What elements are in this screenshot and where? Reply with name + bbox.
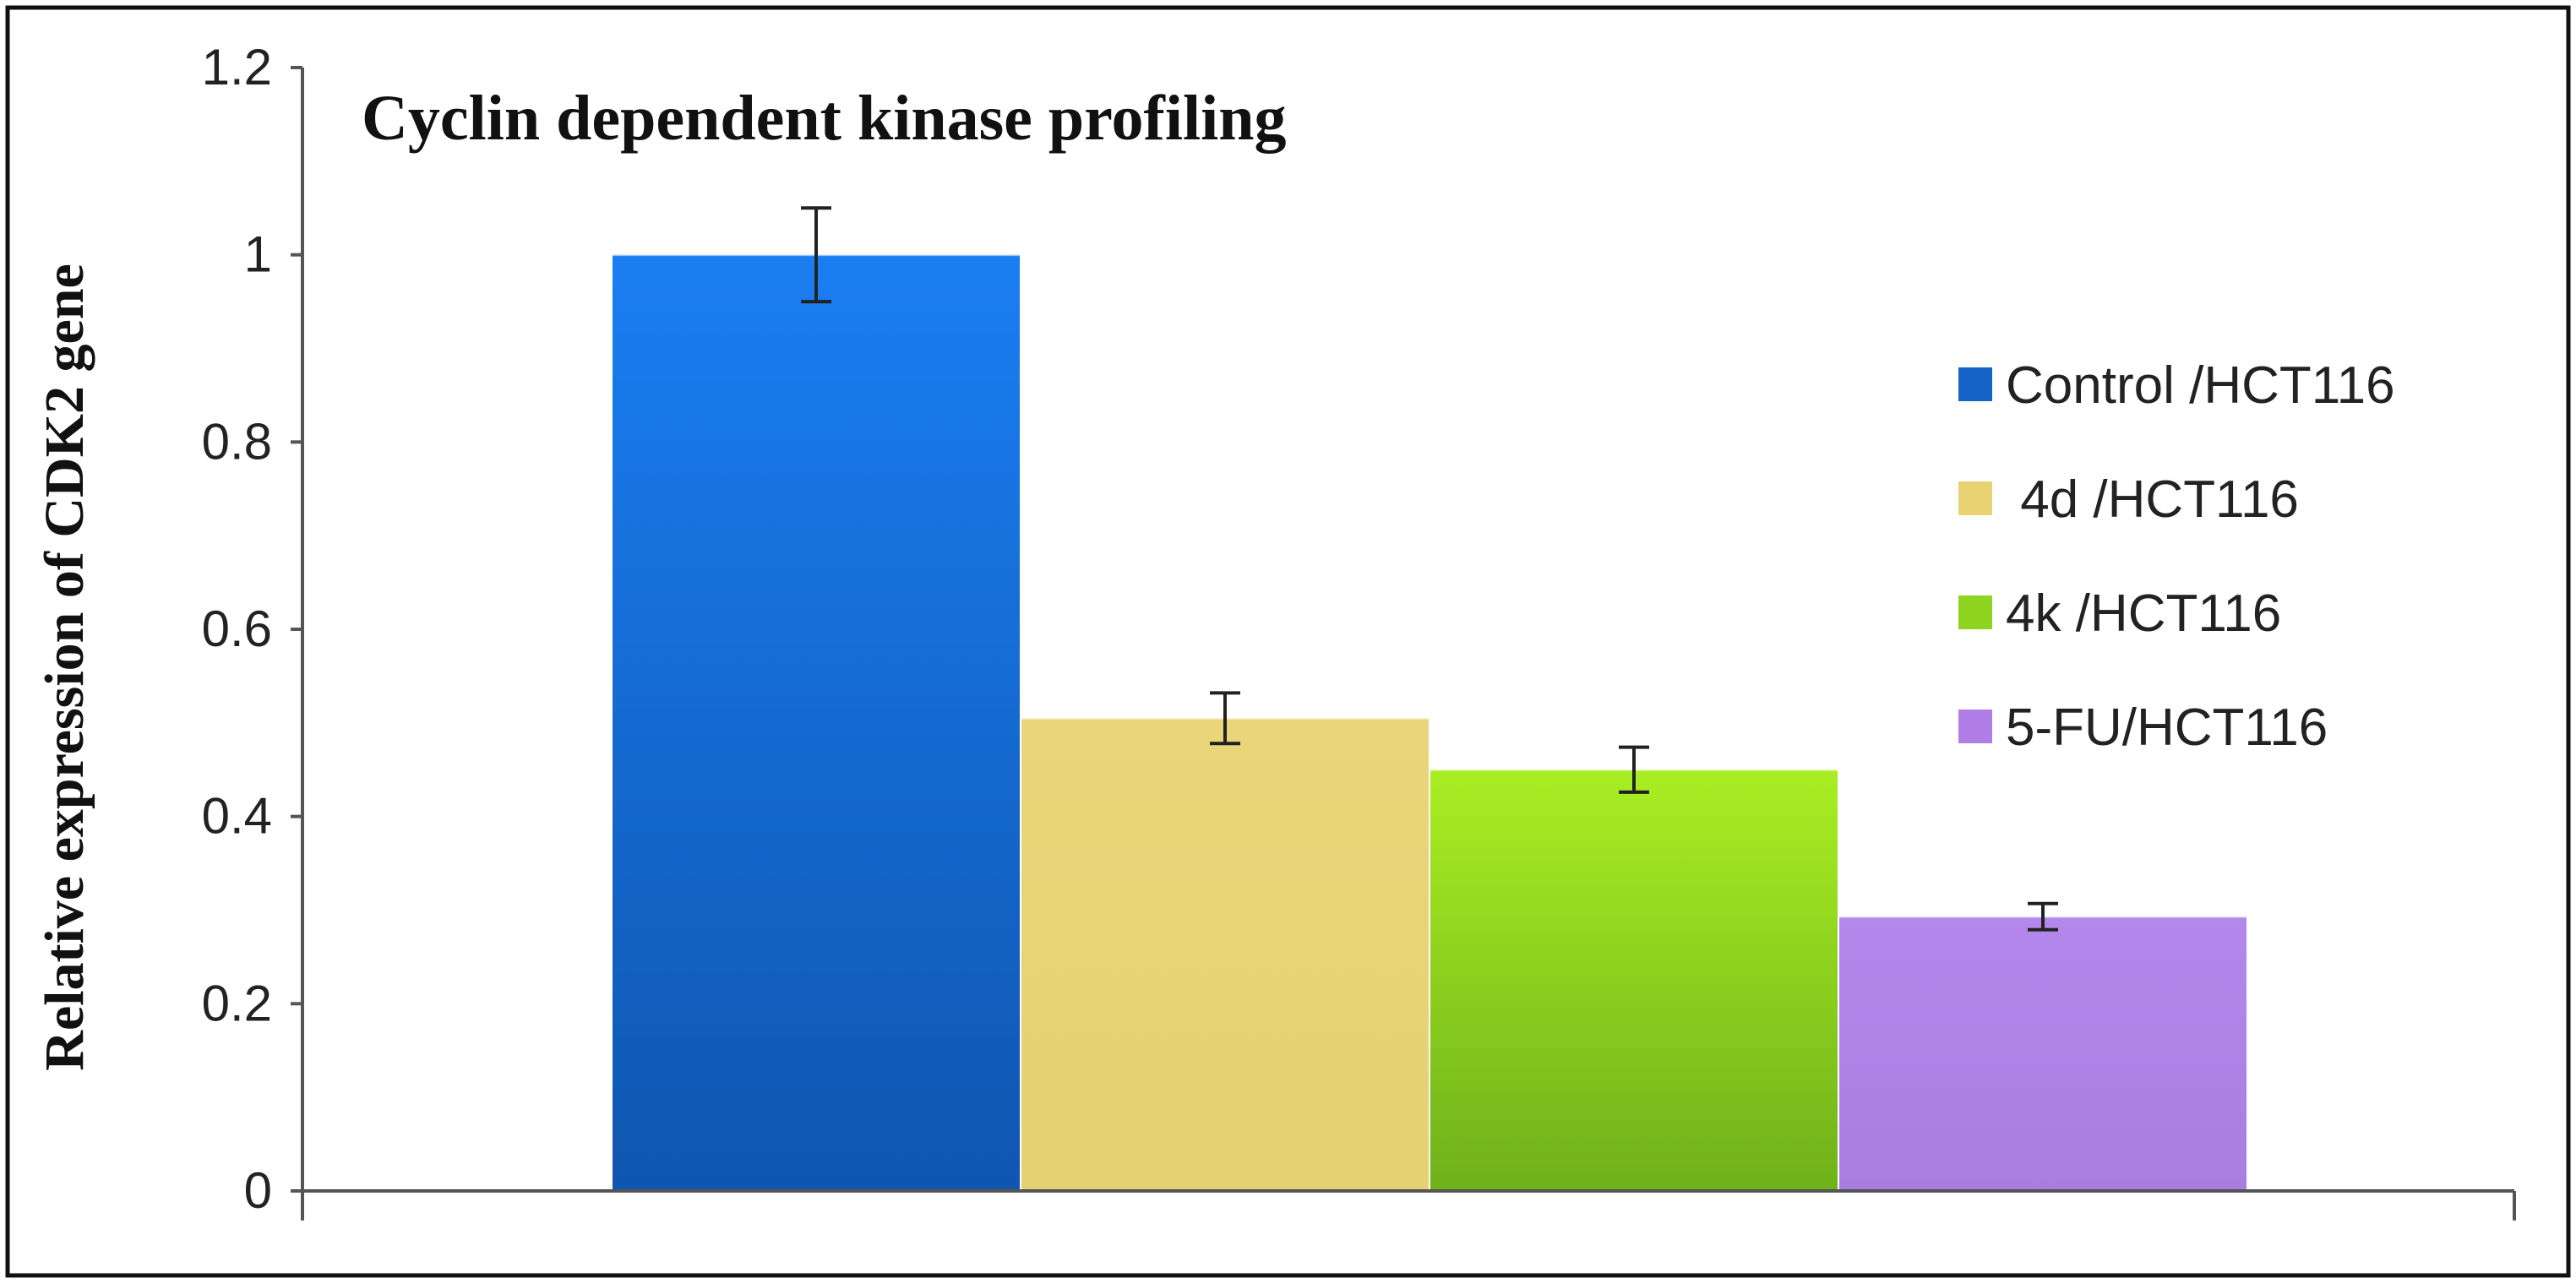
bar-4 bbox=[1839, 916, 2247, 1191]
legend-swatch-1 bbox=[1958, 367, 1992, 401]
y-tick-label-6: 1.2 bbox=[202, 39, 272, 95]
legend-swatch-4 bbox=[1958, 709, 1992, 743]
y-tick-label-0: 0 bbox=[244, 1162, 272, 1219]
legend-label-1: Control /HCT116 bbox=[2006, 356, 2395, 415]
legend-label-4: 5-FU/HCT116 bbox=[2006, 699, 2328, 757]
axes-layer bbox=[294, 68, 2516, 1220]
bar-2 bbox=[1021, 718, 1429, 1191]
y-tick-label-4: 0.8 bbox=[202, 413, 272, 470]
error-bars-layer bbox=[801, 206, 2058, 932]
y-axis-label: Relative expression of CDK2 gene bbox=[34, 264, 95, 1071]
legend-swatch-3 bbox=[1958, 595, 1992, 629]
chart-title: Cyclin dependent kinase profiling bbox=[362, 83, 1286, 154]
bar-3 bbox=[1430, 769, 1838, 1191]
y-tick-label-2: 0.4 bbox=[202, 788, 272, 845]
bars-layer bbox=[613, 253, 2247, 1192]
y-tick-label-3: 0.6 bbox=[202, 601, 272, 657]
legend: Control /HCT116 4d /HCT116 4k /HCT116 5-FU… bbox=[1958, 356, 2395, 757]
legend-label-2: 4d /HCT116 bbox=[2006, 470, 2299, 529]
bar-1 bbox=[613, 254, 1020, 1192]
legend-swatch-2 bbox=[1958, 481, 1992, 515]
y-tick-label-1: 0.2 bbox=[202, 975, 272, 1031]
legend-label-3: 4k /HCT116 bbox=[2006, 584, 2281, 643]
y-tick-label-5: 1 bbox=[244, 226, 272, 283]
y-ticks-layer: 0 0.2 0.4 0.6 0.8 1 1.2 bbox=[202, 39, 302, 1219]
figure-border bbox=[5, 5, 2571, 1278]
